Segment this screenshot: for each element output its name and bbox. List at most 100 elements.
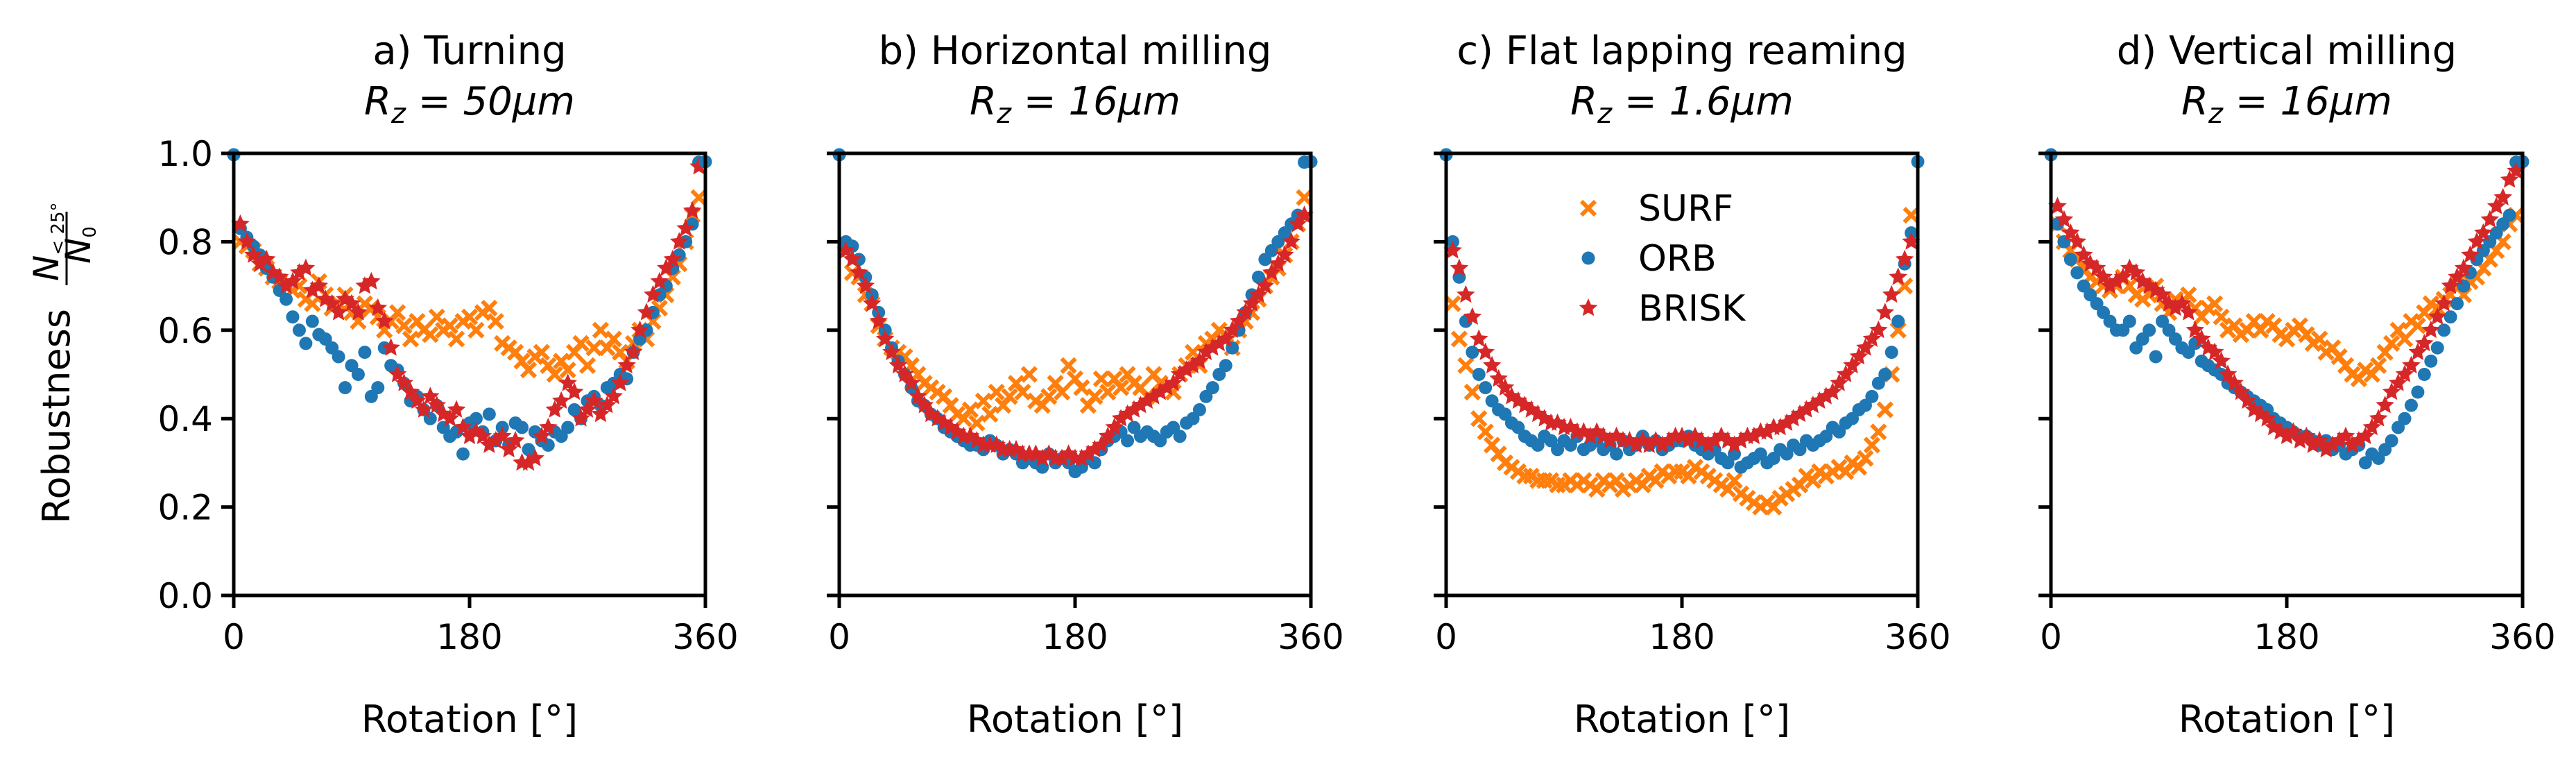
x-axis-label: Rotation [°]: [2179, 697, 2395, 741]
brisk-point: [2107, 271, 2126, 290]
brisk-point: [2297, 426, 2316, 444]
surf-point: [441, 317, 458, 335]
brisk-point: [2310, 431, 2329, 449]
series-brisk: [836, 205, 1314, 466]
brisk-point: [2231, 382, 2251, 400]
brisk-point: [1255, 276, 1275, 294]
brisk-point: [1843, 355, 1862, 374]
brisk-point: [2402, 355, 2421, 374]
brisk-point: [1111, 409, 1131, 427]
brisk-point: [1790, 404, 1810, 423]
orb-point: [2444, 310, 2457, 324]
brisk-point: [2441, 276, 2460, 294]
brisk-point: [2277, 426, 2296, 444]
brisk-point: [909, 387, 927, 405]
orb-point: [1173, 430, 1187, 443]
brisk-point: [1275, 245, 1294, 263]
surf-point-stroke-b: [409, 312, 426, 330]
surf-point-stroke-b: [592, 321, 610, 339]
brisk-point: [1098, 426, 1117, 444]
brisk-point: [2493, 187, 2512, 205]
brisk-point: [2094, 267, 2113, 285]
brisk-point: [1457, 285, 1475, 303]
surf-point-stroke-b: [1132, 379, 1149, 396]
brisk-point: [277, 276, 295, 294]
surf-point: [1470, 410, 1488, 427]
brisk-point: [1830, 373, 1848, 391]
panel-points: [1443, 207, 1921, 516]
orb-point: [1205, 381, 1219, 395]
brisk-point: [2356, 426, 2375, 444]
brisk-point: [1137, 391, 1157, 409]
surf-point: [1450, 330, 1468, 348]
brisk-point: [1190, 351, 1209, 369]
x-axis-label: Rotation [°]: [1574, 697, 1790, 741]
brisk-point: [2212, 351, 2231, 369]
x-axis-label: Rotation [°]: [361, 697, 578, 741]
brisk-point: [2074, 245, 2093, 263]
brisk-point: [329, 303, 348, 321]
y-axis-fraction-denominator: N0: [58, 226, 101, 264]
brisk-point: [1105, 417, 1124, 436]
brisk-point: [2323, 435, 2342, 453]
brisk-point: [486, 431, 506, 449]
surf-point: [487, 312, 504, 330]
brisk-point: [480, 435, 499, 453]
x-axis-label: Rotation [°]: [967, 697, 1183, 741]
orb-point: [2450, 297, 2464, 311]
brisk-point: [349, 303, 368, 321]
brisk-point: [1862, 329, 1882, 347]
brisk-point: [2507, 161, 2525, 179]
brisk-point: [2336, 426, 2355, 444]
brisk-point: [2382, 382, 2401, 400]
series-brisk: [231, 157, 708, 471]
surf-point-stroke-b: [304, 295, 321, 312]
brisk-point: [2054, 210, 2074, 228]
brisk-point: [2179, 303, 2198, 321]
brisk-point: [1889, 267, 1907, 285]
surf-point: [572, 335, 590, 353]
panel-subtitle: Rz = 16μm: [970, 79, 1180, 130]
brisk-point: [1118, 404, 1137, 423]
brisk-point: [663, 249, 682, 268]
brisk-point: [657, 258, 676, 276]
brisk-point: [355, 276, 375, 294]
surf-point-stroke-b: [1119, 366, 1136, 383]
brisk-point: [1210, 333, 1229, 352]
surf-point: [1296, 189, 1313, 206]
brisk-point: [604, 387, 624, 405]
brisk-point: [1725, 435, 1744, 453]
brisk-point: [2421, 320, 2441, 339]
brisk-point: [2186, 320, 2205, 339]
surf-point-stroke-b: [553, 353, 570, 370]
brisk-point: [492, 426, 512, 444]
orb-point: [2063, 253, 2077, 266]
surf-point: [402, 330, 420, 348]
orb-point: [1610, 447, 1624, 461]
brisk-point: [1744, 426, 1764, 444]
surf-point: [1112, 379, 1130, 396]
brisk-point: [1164, 373, 1183, 391]
legend-label-surf: SURF: [1638, 188, 1733, 230]
brisk-point: [2474, 223, 2493, 241]
y-tick-label: 0.4: [157, 399, 213, 439]
brisk-point: [1229, 312, 1248, 330]
orb-point: [2430, 341, 2444, 355]
brisk-point: [2113, 267, 2133, 285]
orb-point: [2149, 350, 2163, 364]
brisk-point: [572, 409, 590, 427]
surf-point-stroke-b: [2245, 312, 2262, 330]
brisk-point: [1144, 387, 1163, 405]
surf-point-stroke-b: [1053, 383, 1071, 401]
brisk-point: [2376, 396, 2394, 414]
brisk-point: [1810, 391, 1829, 409]
brisk-point: [1489, 369, 1508, 387]
orb-point: [1479, 381, 1493, 395]
brisk-point: [1758, 422, 1777, 440]
panel-points: [836, 155, 1314, 479]
surf-point-stroke-b: [612, 344, 629, 361]
surf-point: [481, 299, 498, 317]
brisk-point: [1157, 378, 1176, 396]
brisk-point: [1771, 417, 1789, 436]
